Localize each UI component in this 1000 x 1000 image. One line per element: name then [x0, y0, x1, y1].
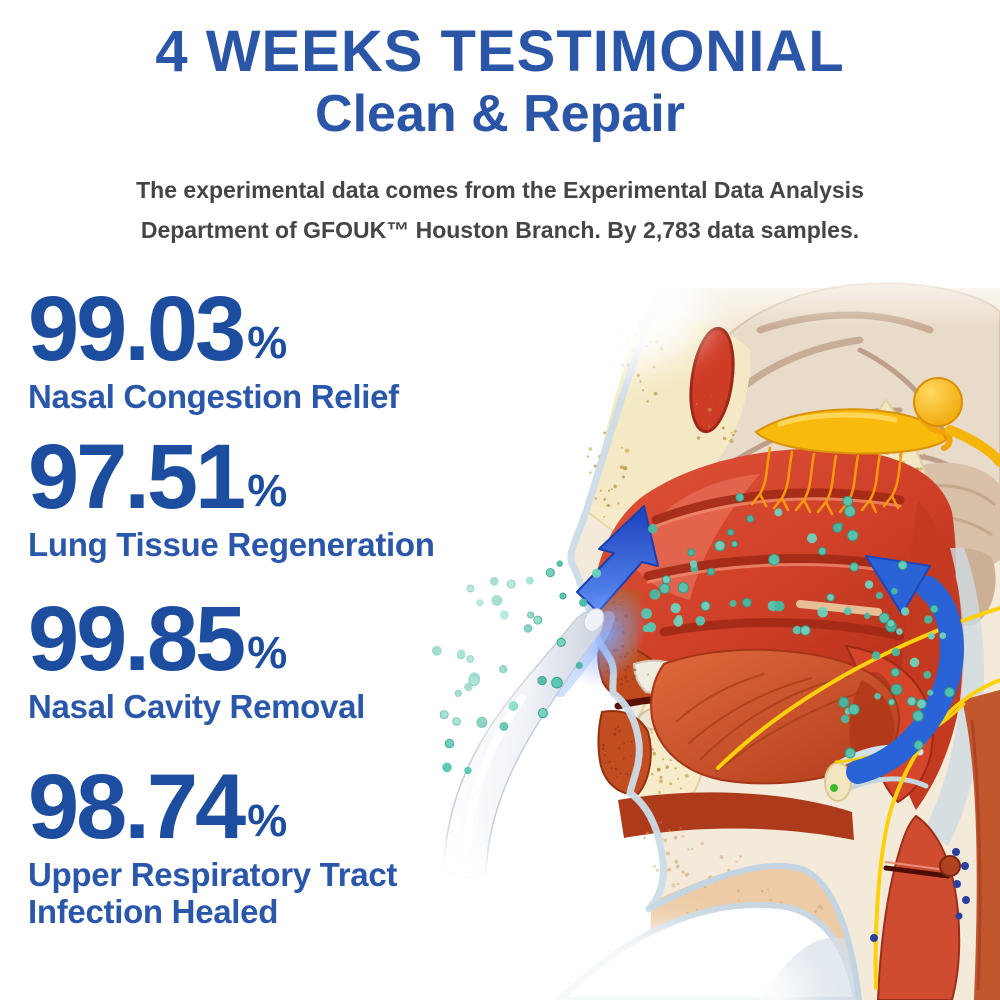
- data-source-note: The experimental data comes from the Exp…: [0, 171, 1000, 249]
- stat-number-text: 97.51: [28, 426, 246, 528]
- percent-sign: %: [247, 627, 288, 679]
- header: 4 WEEKS TESTIMONIAL Clean & Repair The e…: [0, 19, 1000, 250]
- pharynx-wall: [924, 548, 984, 846]
- stat-nasal-congestion-relief: 99.03% Nasal Congestion Relief: [28, 278, 399, 416]
- stat-lung-tissue-regeneration: 97.51% Lung Tissue Regeneration: [28, 426, 435, 564]
- percent-sign: %: [247, 465, 288, 517]
- stat-number-text: 99.85: [28, 588, 246, 690]
- lower-lip: [597, 710, 652, 796]
- tongue-striations: [675, 673, 863, 773]
- data-source-note-line1: The experimental data comes from the Exp…: [136, 177, 864, 204]
- airflow-arrows: [576, 505, 964, 784]
- airflow-arrow-curved-head: [865, 555, 931, 615]
- page-title: 4 WEEKS TESTIMONIAL: [155, 19, 845, 84]
- pituitary-gland: [913, 377, 963, 427]
- percent-sign: %: [247, 317, 288, 369]
- stat-upper-respiratory-infection-healed: 98.74% Upper Respiratory Tract Infection…: [28, 756, 498, 931]
- nasal-spray-device: [378, 584, 648, 951]
- device-tip: [583, 608, 605, 632]
- stat-value: 99.03%: [28, 278, 399, 380]
- stat-number-text: 99.03: [28, 278, 246, 380]
- airflow-arrow-curved-tail: [846, 576, 964, 784]
- olfactory-system: [716, 377, 1000, 990]
- esophagus-column: [962, 690, 1000, 1000]
- nerve-ganglia-dots: [830, 784, 970, 942]
- stat-value: 98.74%: [28, 756, 498, 858]
- percent-sign: %: [247, 795, 288, 847]
- thyroid-node: [939, 855, 961, 877]
- stat-label: Nasal Cavity Removal: [28, 688, 366, 726]
- stat-label: Upper Respiratory Tract Infection Healed: [28, 856, 398, 931]
- stat-value: 99.85%: [28, 588, 365, 690]
- stat-number-text: 98.74: [28, 756, 246, 858]
- data-source-note-line2: Department of GFOUK™ Houston Branch. By …: [140, 216, 860, 243]
- frontal-sinus: [689, 326, 735, 434]
- stat-label: Nasal Congestion Relief: [28, 378, 399, 416]
- mouth-floor: [618, 792, 854, 840]
- stat-label: Lung Tissue Regeneration: [28, 526, 435, 564]
- white-fades: [390, 246, 1000, 1000]
- page-subtitle-title: Clean & Repair: [315, 84, 685, 143]
- stat-nasal-cavity-removal: 99.85% Nasal Cavity Removal: [28, 588, 366, 726]
- stat-value: 97.51%: [28, 426, 435, 528]
- airflow-arrow-up: [576, 505, 659, 613]
